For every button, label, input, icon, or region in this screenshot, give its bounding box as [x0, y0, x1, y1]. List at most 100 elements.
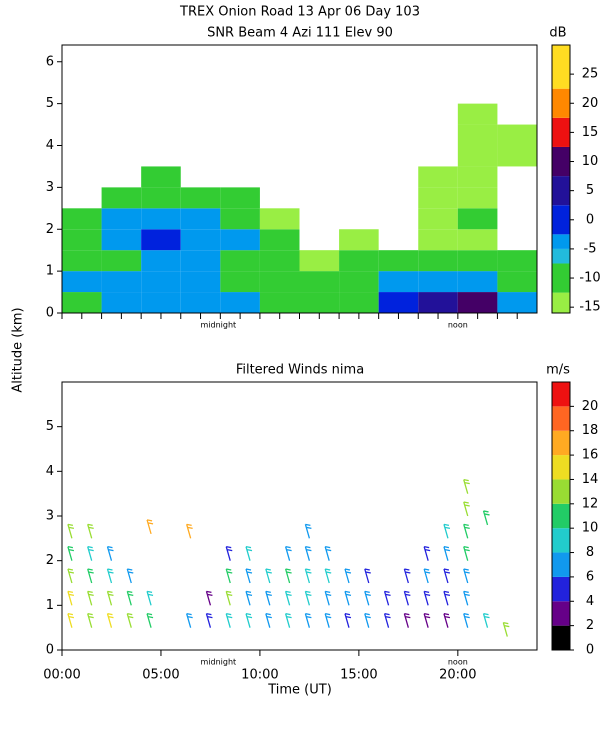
wind-barb [463, 479, 470, 494]
wind-barb [106, 590, 114, 606]
wind-barb [502, 621, 510, 637]
heatmap-cell [141, 229, 181, 251]
wind-barb [225, 546, 233, 561]
y-tick-label: 2 [46, 553, 54, 568]
wind-barb [482, 613, 490, 628]
heatmap-cell [62, 208, 102, 230]
wind-barb [423, 546, 431, 561]
wind-barb [265, 590, 272, 606]
wind-barb [106, 613, 114, 628]
colorbar-bin [552, 88, 570, 118]
wind-barb [284, 568, 292, 584]
colorbar-tick-label: 2 [586, 618, 594, 633]
wind-barb [403, 613, 411, 628]
colorbar-frame [551, 381, 571, 651]
wind-barb [443, 590, 451, 606]
y-tick-label: 2 [46, 222, 54, 237]
wind-barb [205, 613, 213, 628]
wind-barb [344, 613, 352, 628]
wind-barb [324, 613, 332, 628]
heatmap-cell [62, 229, 102, 251]
heatmap-cell [220, 208, 260, 230]
wind-barb [146, 613, 154, 628]
heatmap-cell [259, 292, 300, 313]
wind-barb [265, 568, 272, 584]
wind-barb [364, 590, 371, 606]
wind-barb [403, 568, 411, 584]
plot-frame [61, 381, 538, 651]
wind-barb [205, 590, 213, 606]
wind-barb [87, 590, 94, 606]
heatmap-cell [299, 292, 340, 313]
heatmap-cell [101, 187, 142, 209]
colorbar-bin [552, 176, 570, 206]
x-tick-label: 15:00 [340, 668, 377, 683]
wind-barb [324, 568, 332, 584]
wind-barb [126, 590, 134, 606]
colorbar-bin [552, 248, 570, 264]
heatmap-cell [180, 187, 221, 209]
wind-barb [324, 590, 332, 606]
heatmap-cell [378, 250, 419, 272]
colorbar-tick-label: 18 [582, 423, 599, 438]
heatmap-cell [141, 292, 181, 313]
colorbar-bin [552, 503, 570, 529]
wind-barb [463, 501, 470, 517]
colorbar-label: dB [549, 26, 566, 41]
chart-subtitle: SNR Beam 4 Azi 111 Elev 90 [207, 26, 393, 41]
wind-barb [67, 523, 75, 539]
colorbar-bin [552, 406, 570, 431]
heatmap-cell [62, 292, 102, 313]
heatmap-cell [220, 250, 260, 272]
heatmap-cell [62, 271, 102, 293]
heatmap-cell [339, 229, 379, 251]
heatmap-cell [101, 292, 142, 313]
heatmap-cell [339, 250, 379, 272]
heatmap-cell [180, 229, 221, 251]
heatmap-cell [457, 145, 498, 167]
heatmap-cell [457, 124, 498, 146]
heatmap-cell [457, 103, 498, 125]
heatmap-cell [101, 229, 142, 251]
colorbar-tick-label: 12 [582, 496, 599, 511]
heatmap-cell [497, 145, 537, 167]
wind-barb [304, 568, 312, 584]
colorbar-tick-label: 4 [586, 594, 594, 609]
heatmap-cell [259, 208, 300, 230]
heatmap-cell [497, 250, 537, 272]
wind-barb [284, 546, 292, 561]
wind-barb [126, 613, 134, 628]
heatmap-cell [220, 229, 260, 251]
wind-barb [126, 568, 134, 584]
heatmap-cell [457, 187, 498, 209]
colorbar-tick-label: 16 [582, 448, 599, 463]
annotation: midnight [201, 658, 237, 667]
wind-barb [344, 568, 352, 584]
wind-barb [463, 590, 470, 606]
colorbar-tick-label: -15 [579, 300, 600, 315]
wind-barb [482, 510, 490, 526]
heatmap-cell [457, 166, 498, 188]
wind-barb [146, 519, 154, 535]
y-axis-label: Altitude (km) [11, 307, 26, 392]
colorbar-bin [552, 45, 570, 89]
wind-barb [186, 613, 193, 628]
wind-barb [284, 613, 292, 628]
heatmap-cell [220, 292, 260, 313]
heatmap-cell [141, 208, 181, 230]
heatmap-cell [418, 208, 458, 230]
y-tick-label: 0 [46, 306, 54, 321]
wind-barb [106, 568, 114, 584]
wind-barb [383, 613, 391, 628]
wind-barb [304, 590, 312, 606]
y-tick-label: 4 [46, 138, 54, 153]
heatmap-cell [299, 271, 340, 293]
colorbar-tick-label: 0 [586, 212, 594, 227]
wind-barb [245, 568, 253, 584]
colorbar-tick-label: 20 [582, 399, 599, 414]
wind-barb [245, 546, 253, 561]
colorbar-bin [552, 117, 570, 147]
heatmap-cell [141, 250, 181, 272]
heatmap-cell [497, 271, 537, 293]
y-tick-label: 0 [46, 643, 54, 658]
